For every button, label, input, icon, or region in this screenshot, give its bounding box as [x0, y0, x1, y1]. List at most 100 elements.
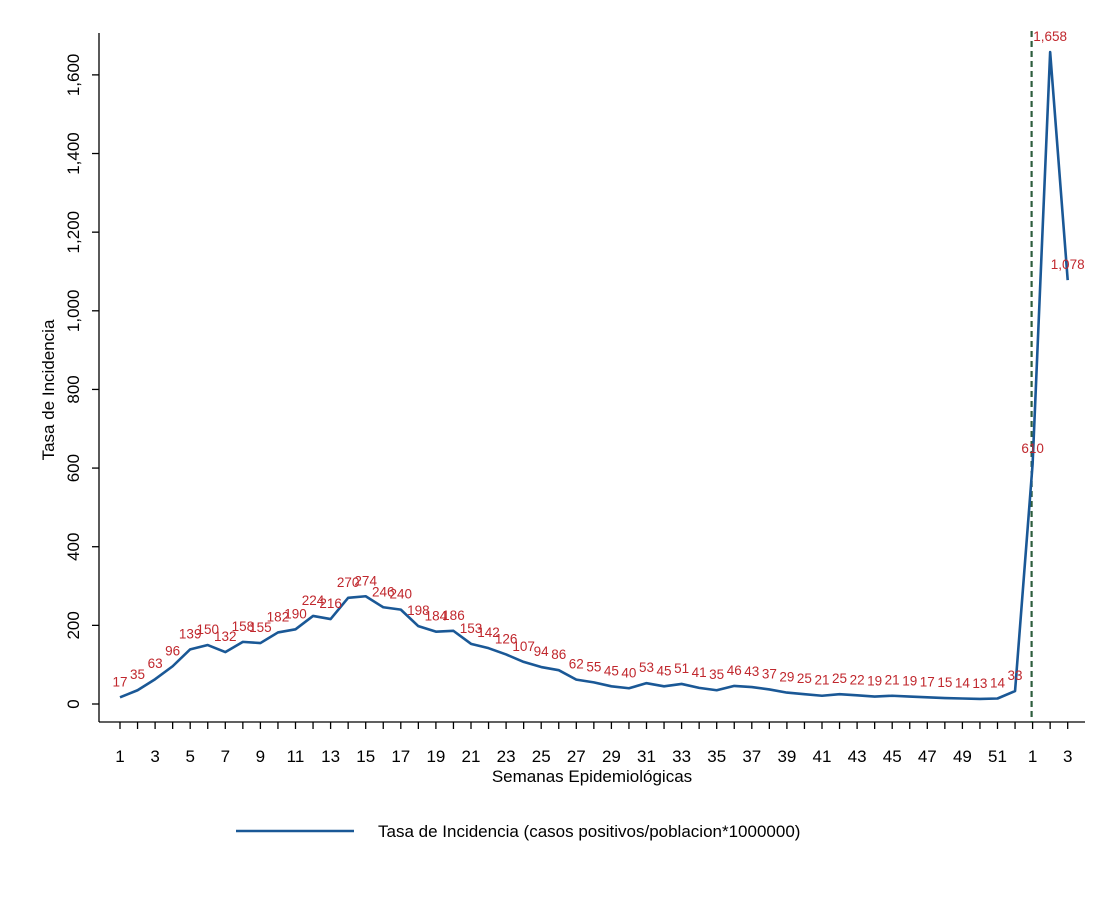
- data-label: 33: [1008, 668, 1023, 683]
- data-label: 43: [744, 664, 759, 679]
- x-tick-label: 1: [1028, 747, 1037, 766]
- data-label: 29: [779, 670, 794, 685]
- x-tick-label: 11: [287, 747, 305, 766]
- data-label: 19: [867, 674, 882, 689]
- y-axis: 0 200 400 600 800 1,000 1,200 1,400 1,600: [64, 33, 100, 722]
- x-tick-label: 47: [918, 747, 937, 766]
- legend: Tasa de Incidencia (casos positivos/pobl…: [236, 822, 800, 841]
- x-tick-label: 21: [462, 747, 481, 766]
- data-label: 198: [407, 603, 430, 618]
- series-group: [119, 50, 1069, 701]
- x-tick-label: 1: [115, 747, 124, 766]
- data-label: 35: [130, 667, 145, 682]
- data-label: 51: [674, 661, 689, 676]
- x-tick-label: 25: [532, 747, 551, 766]
- data-label: 126: [495, 631, 518, 646]
- data-label: 55: [586, 659, 601, 674]
- data-label: 21: [814, 673, 829, 688]
- data-label: 142: [477, 625, 500, 640]
- x-tick-label: 37: [742, 747, 761, 766]
- data-label: 25: [832, 671, 847, 686]
- data-label: 274: [354, 573, 377, 588]
- x-tick-label: 13: [321, 747, 340, 766]
- y-tick-label: 800: [64, 375, 83, 403]
- x-tick-label: 27: [567, 747, 586, 766]
- x-tick-label: 9: [256, 747, 265, 766]
- data-label: 37: [762, 666, 777, 681]
- x-tick-label: 35: [707, 747, 726, 766]
- data-label: 186: [442, 608, 465, 623]
- data-label: 35: [709, 667, 724, 682]
- data-label: 63: [148, 656, 163, 671]
- data-label: 86: [551, 647, 566, 662]
- series-line: [119, 50, 1069, 701]
- data-label: 184: [425, 609, 448, 624]
- data-label: 132: [214, 629, 237, 644]
- data-label: 216: [319, 596, 342, 611]
- data-label: 22: [850, 672, 865, 687]
- data-label: 21: [885, 673, 900, 688]
- y-tick-label: 200: [64, 611, 83, 639]
- y-tick-label: 1,600: [64, 54, 83, 97]
- data-label: 15: [937, 675, 952, 690]
- data-label: 25: [797, 671, 812, 686]
- y-tick-label: 400: [64, 533, 83, 561]
- data-label: 41: [692, 665, 707, 680]
- data-label: 62: [569, 657, 584, 672]
- y-tick-label: 1,200: [64, 211, 83, 254]
- legend-label: Tasa de Incidencia (casos positivos/pobl…: [378, 822, 800, 841]
- x-tick-label: 41: [813, 747, 832, 766]
- x-tick-label: 29: [602, 747, 621, 766]
- data-label: 150: [196, 622, 219, 637]
- data-label: 155: [249, 620, 272, 635]
- data-label: 14: [990, 675, 1006, 690]
- data-label: 224: [302, 593, 325, 608]
- x-tick-label: 33: [672, 747, 691, 766]
- y-axis-title: Tasa de Incidencia: [39, 319, 58, 460]
- data-label: 153: [460, 621, 483, 636]
- data-label: 17: [112, 674, 127, 689]
- data-label: 46: [727, 663, 742, 678]
- data-label: 240: [390, 587, 413, 602]
- data-label: 107: [512, 639, 535, 654]
- x-tick-label: 43: [848, 747, 867, 766]
- data-label: 17: [920, 674, 935, 689]
- data-label: 96: [165, 643, 180, 658]
- data-label: 182: [267, 609, 290, 624]
- x-tick-label: 45: [883, 747, 902, 766]
- data-label: 190: [284, 606, 307, 621]
- x-tick-label: 19: [426, 747, 445, 766]
- x-axis: 1 3 5 7 9 11 13 15 17 19 21 23 25 27 29 31 33 35 37 39 41 43 4…: [99, 721, 1085, 766]
- data-label: 610: [1021, 441, 1044, 456]
- x-axis-title: Semanas Epidemiológicas: [492, 767, 692, 786]
- data-label: 40: [621, 665, 636, 680]
- x-tick-label: 49: [953, 747, 972, 766]
- data-label: 14: [955, 675, 971, 690]
- y-tick-label: 0: [64, 699, 83, 708]
- x-tick-label: 7: [221, 747, 230, 766]
- x-tick-label: 3: [1063, 747, 1072, 766]
- x-tick-label: 3: [150, 747, 159, 766]
- y-tick-label: 600: [64, 454, 83, 482]
- data-label: 158: [232, 619, 255, 634]
- data-label: 45: [657, 663, 672, 678]
- data-label: 13: [972, 676, 987, 691]
- data-label: 1,658: [1033, 29, 1067, 44]
- x-tick-label: 15: [356, 747, 375, 766]
- x-tick-label: 51: [988, 747, 1007, 766]
- y-tick-label: 1,000: [64, 290, 83, 333]
- x-tick-label: 17: [391, 747, 410, 766]
- x-tick-label: 23: [497, 747, 516, 766]
- data-label: 139: [179, 626, 202, 641]
- data-label: 53: [639, 660, 654, 675]
- data-label: 270: [337, 575, 360, 590]
- data-label: 94: [534, 644, 550, 659]
- x-tick-label: 39: [777, 747, 796, 766]
- data-label: 1,078: [1051, 257, 1085, 272]
- data-label: 246: [372, 584, 395, 599]
- data-label: 19: [902, 674, 917, 689]
- x-tick-label: 31: [637, 747, 656, 766]
- data-label: 45: [604, 663, 619, 678]
- y-tick-label: 1,400: [64, 132, 83, 175]
